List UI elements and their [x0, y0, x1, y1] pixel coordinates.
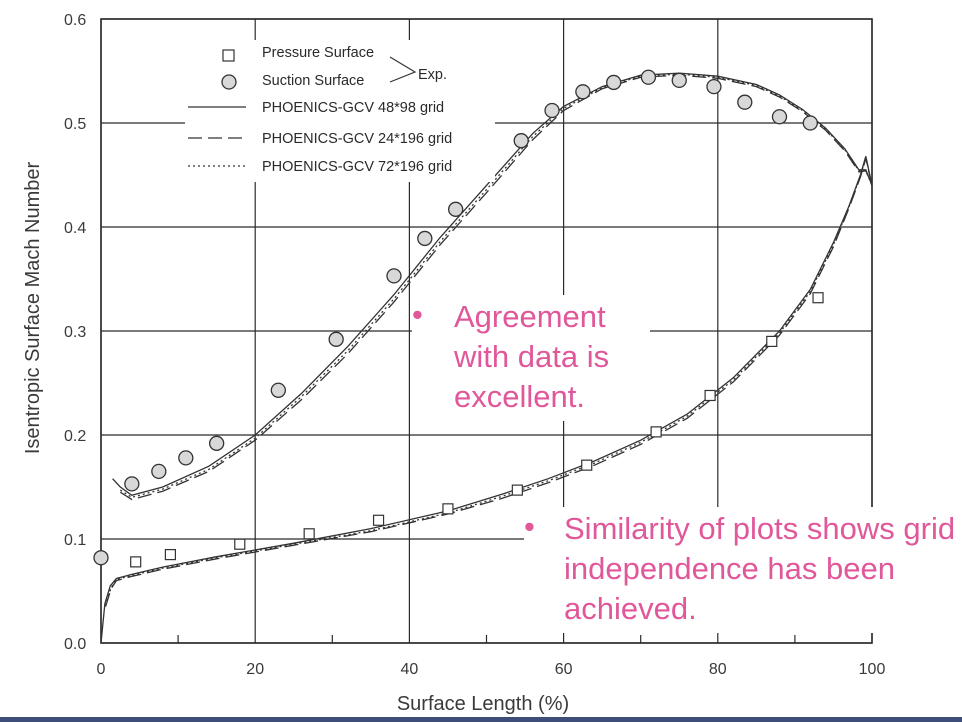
x-tick-label: 60: [555, 661, 573, 678]
bullet-1: •: [412, 297, 423, 332]
suction-surface-point: [386, 268, 402, 284]
y-tick-label: 0.0: [64, 636, 86, 653]
note-agreement-text: Agreement with data is excellent.: [454, 299, 610, 414]
suction-surface-point: [671, 72, 687, 89]
pressure-surface-point: [164, 548, 176, 561]
pressure-surface-point: [704, 389, 716, 402]
suction-surface-point: [93, 550, 109, 566]
suction-surface-point: [737, 94, 753, 110]
suction-surface-point: [270, 382, 286, 398]
suction-surface-point: [448, 201, 464, 217]
suction-surface-point: [328, 331, 344, 347]
y-axis-label: Isentropic Surface Mach Number: [22, 161, 44, 454]
suction-surface-point: [575, 84, 591, 100]
pressure-surface-point: [650, 426, 662, 438]
suction-surface-point: [178, 450, 194, 466]
suction-surface-point: [771, 109, 788, 125]
pressure-surface-point: [234, 538, 246, 550]
footer-bar: [0, 717, 962, 722]
suction-surface-point: [606, 74, 622, 91]
x-tick-label: 100: [859, 661, 886, 678]
suction-surface-point: [544, 102, 560, 119]
legend-entry-label: PHOENICS-GCV 72*196 grid: [262, 159, 452, 175]
pressure-surface-point: [766, 335, 778, 347]
pressure-surface-point: [442, 503, 454, 515]
suction-surface-point: [417, 230, 433, 247]
legend-background: [185, 40, 495, 182]
legend-exp-bracket: [389, 56, 417, 83]
suction-surface-point: [640, 69, 657, 85]
line-dotted-pressure-curve: [104, 157, 873, 606]
x-tick-label: 80: [709, 661, 727, 678]
pressure-surface-point: [812, 292, 824, 304]
line-solid-pressure-curve: [100, 156, 873, 644]
suction-surface-point: [513, 133, 529, 149]
note-grid-independence-text: Similarity of plots shows grid independe…: [564, 511, 956, 626]
x-tick-label: 20: [246, 661, 264, 678]
suction-surface-point: [706, 78, 722, 95]
y-tick-label: 0.6: [64, 12, 86, 29]
line-dashed-pressure-curve: [104, 155, 873, 607]
suction-surface-point: [151, 463, 167, 480]
note-agreement: • Agreement with data is excellent.: [412, 295, 650, 421]
suction-surface-point: [802, 115, 818, 131]
line-dashed-suction-curve: [119, 74, 873, 501]
legend-square-marker: [222, 49, 235, 62]
x-axis-label: Surface Length (%): [397, 693, 569, 715]
plot-frame: [100, 18, 873, 644]
legend-circle-marker: [221, 74, 237, 90]
suction-surface-point: [208, 435, 225, 451]
legend-entry-label: PHOENICS-GCV 24*196 grid: [262, 131, 452, 147]
legend: Pressure Surface Suction Surface PHOENICS-…: [185, 40, 495, 182]
legend-entry-label: PHOENICS-GCV 48*98 grid: [262, 100, 444, 116]
pressure-surface-point: [511, 484, 523, 496]
y-tick-label: 0.2: [64, 428, 86, 445]
legend-exp-label: Exp.: [418, 67, 447, 83]
y-tick-label: 0.5: [64, 116, 86, 133]
x-tick-label: 40: [401, 661, 419, 678]
note-grid-independence: • Similarity of plots shows grid indepen…: [524, 507, 962, 633]
pressure-surface-point: [130, 556, 142, 568]
y-tick-label: 0.3: [64, 324, 86, 341]
suction-surface-point: [124, 476, 140, 492]
line-solid-suction-curve: [112, 72, 873, 497]
pressure-surface-point: [303, 528, 315, 540]
bullet-2: •: [524, 509, 535, 544]
tick-labels: 0 20 40 60 80 100 0.0 0.1 0.2 0.3 0.4 0.5 0.6: [64, 12, 885, 678]
pressure-surface-point: [581, 459, 593, 471]
pressure-surface-point: [372, 514, 385, 526]
y-tick-label: 0.4: [64, 220, 86, 237]
y-tick-label: 0.1: [64, 532, 86, 549]
legend-entry-label: Suction Surface: [262, 73, 364, 89]
x-tick-label: 0: [97, 661, 106, 678]
legend-entry-label: Pressure Surface: [262, 45, 374, 61]
